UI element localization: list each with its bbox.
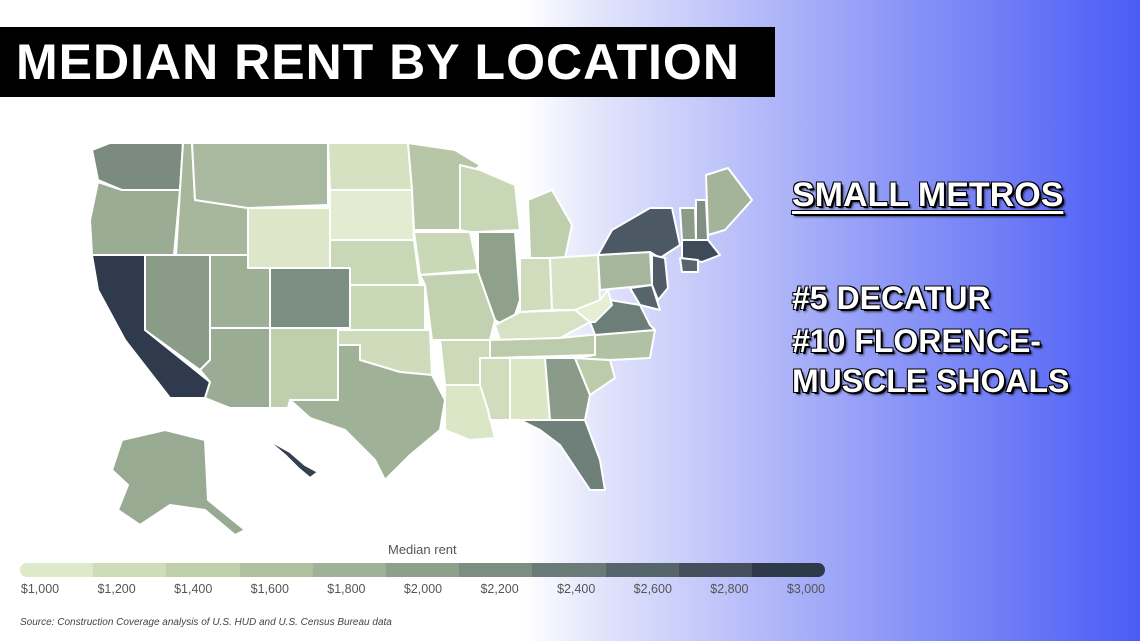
state-indiana: [519, 257, 553, 313]
legend-swatch: [312, 563, 386, 577]
legend-tick-label: $1,800: [327, 582, 366, 596]
legend-swatch: [678, 563, 752, 577]
state-wisconsin: [459, 164, 521, 233]
legend-swatch: [20, 563, 94, 577]
legend-swatch: [166, 563, 240, 577]
state-pennsylvania: [597, 251, 653, 291]
state-ohio: [549, 254, 601, 311]
state-maine: [705, 167, 753, 236]
rank-item-decatur: #5 DECATUR: [792, 280, 991, 316]
state-florida: [519, 419, 606, 491]
state-montana: [191, 142, 329, 209]
rank-item-florence: #10 FLORENCE- MUSCLE SHOALS: [792, 321, 1069, 401]
state-oregon: [89, 181, 181, 256]
state-alabama: [509, 357, 551, 421]
legend-title: Median rent: [388, 542, 457, 557]
state-new-jersey: [651, 254, 669, 301]
source-note: Source: Construction Coverage analysis o…: [20, 617, 392, 628]
state-wyoming: [247, 207, 331, 269]
legend-tick-label: $3,000: [786, 582, 826, 596]
state-connecticut: [679, 257, 699, 273]
state-new-mexico: [269, 327, 339, 409]
rank-item-florence-line2: MUSCLE SHOALS: [792, 363, 1070, 399]
legend-tick-label: $1,000: [20, 582, 60, 596]
state-vermont: [679, 207, 697, 241]
legend-swatch: [532, 563, 606, 577]
state-kansas: [349, 284, 426, 331]
state-georgia: [544, 357, 591, 421]
state-colorado: [269, 267, 351, 329]
legend-tick-label: $2,800: [710, 582, 749, 596]
state-alaska: [111, 429, 246, 536]
state-massachusetts: [681, 239, 721, 263]
legend-tick-label: $2,600: [633, 582, 672, 596]
state-south-dakota: [329, 189, 415, 241]
legend-tick-label: $2,200: [480, 582, 519, 596]
page-title: MEDIAN RENT BY LOCATION: [16, 34, 740, 90]
legend-swatch: [751, 563, 825, 577]
legend-tick-label: $2,400: [557, 582, 596, 596]
title-bar: MEDIAN RENT BY LOCATION: [0, 27, 775, 97]
legend-color-scale: [20, 563, 825, 577]
legend-swatch: [605, 563, 679, 577]
legend-swatch: [385, 563, 460, 577]
rank-item-florence-line1: #10 FLORENCE-: [792, 323, 1041, 359]
legend-tick-label: $2,000: [403, 582, 443, 596]
state-hawaii: [264, 437, 319, 479]
state-michigan: [527, 189, 573, 259]
legend-swatch: [239, 563, 313, 577]
state-new-york: [597, 207, 681, 259]
state-arizona: [199, 327, 271, 409]
legend-tick-label: $1,200: [97, 582, 136, 596]
state-west-virginia: [574, 289, 613, 323]
legend-tick-label: $1,600: [250, 582, 289, 596]
legend-swatch: [459, 563, 533, 577]
state-iowa: [413, 231, 479, 276]
legend-swatch: [93, 563, 167, 577]
state-north-dakota: [327, 142, 413, 191]
legend-tick-label: $1,400: [174, 582, 213, 596]
small-metros-heading: SMALL METROS: [792, 176, 1064, 214]
state-maryland: [629, 284, 661, 311]
state-texas: [289, 344, 446, 481]
state-washington: [91, 142, 184, 191]
